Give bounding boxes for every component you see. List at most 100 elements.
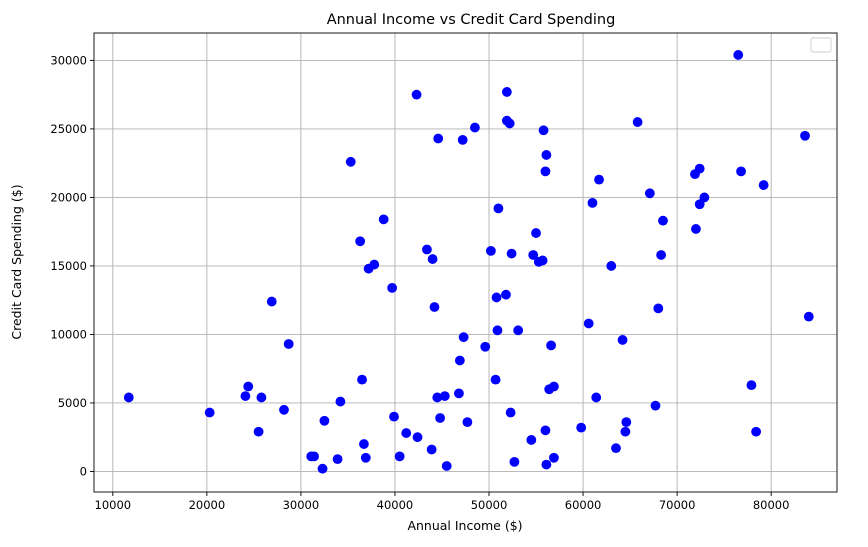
x-tick-label: 20000 xyxy=(189,498,226,512)
data-point xyxy=(549,381,559,392)
data-point xyxy=(611,443,621,454)
grid xyxy=(94,33,837,492)
data-point xyxy=(653,303,664,314)
data-point xyxy=(204,407,215,418)
data-point xyxy=(458,332,469,343)
x-tick-label: 10000 xyxy=(95,498,132,512)
data-point xyxy=(253,426,264,437)
data-point xyxy=(422,244,432,255)
data-point xyxy=(505,407,516,418)
x-tick-label: 30000 xyxy=(283,498,320,512)
data-point xyxy=(650,400,661,411)
data-point xyxy=(531,228,541,238)
data-point xyxy=(501,289,511,300)
data-point xyxy=(656,250,667,260)
data-point xyxy=(309,451,319,462)
data-point xyxy=(541,459,552,470)
data-point xyxy=(606,261,617,271)
data-point xyxy=(800,130,810,141)
y-tick-label: 30000 xyxy=(50,53,87,67)
data-point xyxy=(240,391,251,401)
data-point xyxy=(733,50,744,60)
data-point xyxy=(576,422,587,433)
data-point xyxy=(526,435,537,445)
data-point xyxy=(435,413,446,423)
data-point xyxy=(357,374,367,385)
y-tick-label: 25000 xyxy=(50,122,87,136)
legend-box xyxy=(810,37,832,53)
data-point xyxy=(462,417,473,428)
data-point xyxy=(528,250,539,260)
data-point xyxy=(538,125,549,136)
data-point xyxy=(509,456,520,467)
data-point xyxy=(394,451,405,462)
data-point xyxy=(411,89,422,100)
data-point xyxy=(491,292,502,303)
x-tick-label: 70000 xyxy=(659,498,696,512)
data-point xyxy=(457,134,468,145)
data-point xyxy=(540,166,551,177)
data-point xyxy=(335,396,346,407)
y-tick-label: 10000 xyxy=(50,327,87,341)
data-point xyxy=(803,311,814,322)
data-point xyxy=(617,335,628,345)
data-point xyxy=(632,117,643,127)
data-point xyxy=(620,426,631,437)
data-point xyxy=(506,248,517,259)
data-point xyxy=(279,404,289,415)
x-tick-label: 50000 xyxy=(471,498,508,512)
data-point xyxy=(317,463,328,474)
data-point xyxy=(360,452,371,463)
axis-ticks: 10000 20000 30000 40000 50000 60000 70000 80000… xyxy=(50,53,789,512)
data-points xyxy=(123,50,814,474)
data-point xyxy=(746,380,757,391)
data-point xyxy=(412,432,423,443)
data-point xyxy=(441,461,452,471)
data-point xyxy=(319,415,330,426)
data-point xyxy=(694,163,705,174)
x-axis-label: Annual Income ($) xyxy=(407,518,522,533)
data-point xyxy=(591,392,602,403)
data-point xyxy=(751,426,762,437)
data-point xyxy=(378,214,389,225)
data-point xyxy=(359,439,369,449)
data-point xyxy=(583,318,594,329)
data-point xyxy=(504,118,515,129)
x-tick-label: 60000 xyxy=(565,498,602,512)
data-point xyxy=(387,282,398,293)
x-tick-label: 80000 xyxy=(753,498,790,512)
data-point xyxy=(454,355,465,366)
x-tick-label: 40000 xyxy=(377,498,414,512)
data-point xyxy=(691,224,701,234)
data-point xyxy=(644,188,655,199)
data-point xyxy=(429,302,440,312)
data-point xyxy=(736,166,746,177)
data-point xyxy=(427,254,438,264)
data-point xyxy=(694,199,705,210)
y-tick-label: 15000 xyxy=(50,259,87,273)
y-axis-label: Credit Card Spending ($) xyxy=(9,184,24,339)
data-point xyxy=(432,392,443,403)
data-point xyxy=(587,197,598,208)
data-point xyxy=(699,192,710,203)
data-point xyxy=(549,452,559,463)
data-point xyxy=(439,391,450,401)
data-point xyxy=(621,417,632,428)
data-point xyxy=(493,203,504,214)
data-point xyxy=(369,259,380,270)
data-point xyxy=(355,236,366,247)
data-point xyxy=(389,411,399,422)
y-tick-label: 5000 xyxy=(58,396,87,410)
data-point xyxy=(501,87,512,97)
data-point xyxy=(332,454,343,465)
chart-title: Annual Income vs Credit Card Spending xyxy=(327,12,616,28)
data-point xyxy=(401,428,412,438)
data-point xyxy=(537,255,548,266)
data-point xyxy=(454,388,464,399)
data-point xyxy=(345,156,356,167)
data-point xyxy=(433,133,444,144)
data-point xyxy=(256,392,267,403)
data-point xyxy=(658,215,668,226)
